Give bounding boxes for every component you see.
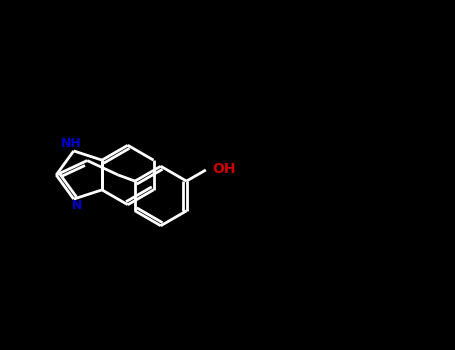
Text: OH: OH — [212, 162, 236, 176]
Text: NH: NH — [61, 136, 81, 149]
Text: N: N — [71, 199, 82, 212]
